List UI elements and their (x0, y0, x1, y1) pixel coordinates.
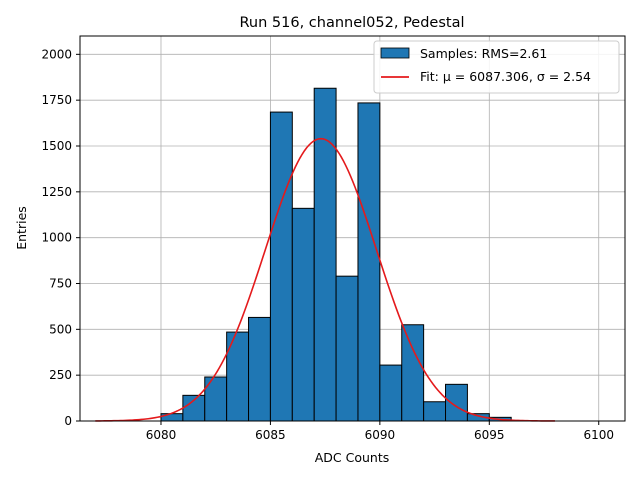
x-tick-label: 6095 (474, 428, 505, 442)
histogram-bar (291, 207, 315, 422)
legend-samples-label: Samples: RMS=2.61 (420, 46, 547, 61)
legend-box (373, 40, 620, 94)
y-tick-label: 250 (49, 368, 72, 382)
y-tick-label: 500 (49, 322, 72, 336)
fit-curve (95, 137, 555, 422)
plot-frame (79, 35, 626, 422)
histogram-bar (313, 87, 337, 422)
x-tick-label: 6100 (583, 428, 614, 442)
legend-fit-sigma: σ = 2.54 (537, 69, 591, 84)
y-tick-label: 2000 (41, 47, 72, 61)
legend-fit-mu: μ = 6087.306, (443, 69, 537, 84)
histogram-bar (401, 324, 425, 422)
histogram-bar (379, 364, 403, 422)
histogram-bar (445, 383, 468, 422)
histogram-bar (204, 376, 228, 422)
histogram-bar (357, 102, 381, 422)
y-tick-label: 1500 (41, 139, 72, 153)
histogram-bar (269, 111, 293, 422)
histogram-bar (160, 413, 184, 422)
histogram-bar (182, 394, 206, 422)
y-tick-label: 1250 (41, 185, 72, 199)
x-tick-label: 6085 (255, 428, 286, 442)
y-tick-label: 0 (64, 414, 72, 428)
legend-samples-swatch (380, 47, 410, 59)
legend: Samples: RMS=2.61 Fit: μ = 6087.306, σ =… (373, 40, 620, 94)
x-tick-label: 6090 (365, 428, 396, 442)
histogram-bar (335, 275, 359, 422)
histogram-bar (248, 316, 271, 422)
x-axis-label: ADC Counts (315, 450, 390, 465)
histogram-bar (423, 401, 447, 422)
y-axis-label: Entries (14, 206, 29, 250)
chart-title: Run 516, channel052, Pedestal (239, 15, 464, 31)
x-tick-label: 6080 (146, 428, 177, 442)
legend-fit-label: Fit: μ = 6087.306, σ = 2.54 (420, 69, 591, 84)
legend-fit-prefix: Fit: (420, 69, 443, 84)
y-tick-label: 750 (49, 277, 72, 291)
y-tick-label: 1750 (41, 93, 72, 107)
y-tick-label: 1000 (41, 231, 72, 245)
